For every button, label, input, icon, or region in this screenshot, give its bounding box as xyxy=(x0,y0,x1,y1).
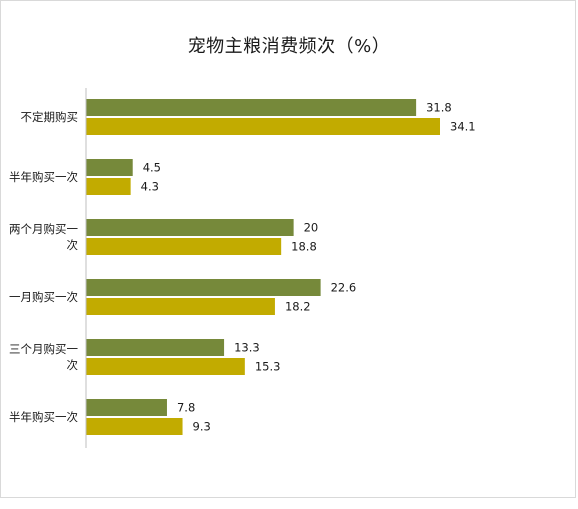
category-label-5-line2: 次 xyxy=(67,358,79,372)
data-label-series2-cat3: 18.8 xyxy=(291,240,317,254)
bar-series2-cat3 xyxy=(86,238,282,255)
category-label-2: 半年购买一次 xyxy=(9,170,78,184)
bar-series1-cat3 xyxy=(86,219,294,236)
data-label-series2-cat2: 4.3 xyxy=(141,180,159,194)
data-label-series1-cat1: 31.8 xyxy=(426,101,452,115)
data-label-series1-cat3: 20 xyxy=(304,221,319,235)
data-labels-layer: 31.8 34.1 4.5 4.3 20 18.8 22.6 18.2 13.3 15.3 7.8 9… xyxy=(141,101,476,434)
data-label-series2-cat6: 9.3 xyxy=(193,420,211,434)
data-label-series1-cat4: 22.6 xyxy=(331,281,357,295)
category-label-3-line1: 两个月购买一 xyxy=(9,222,78,236)
category-label-4: 一月购买一次 xyxy=(9,290,78,304)
bar-series1-cat1 xyxy=(86,99,417,116)
bar-series2-cat1 xyxy=(86,118,440,135)
bar-series1-cat4 xyxy=(86,279,321,296)
data-label-series2-cat5: 15.3 xyxy=(255,360,281,374)
bar-series2-cat5 xyxy=(86,358,245,375)
bar-series1-cat6 xyxy=(86,399,167,416)
category-label-6: 半年购买一次 xyxy=(9,410,78,424)
data-label-series1-cat2: 4.5 xyxy=(143,161,161,175)
bar-series1-cat5 xyxy=(86,339,225,356)
bar-series2-cat4 xyxy=(86,298,275,315)
data-label-series2-cat1: 34.1 xyxy=(450,120,476,134)
category-label-1: 不定期购买 xyxy=(21,110,79,124)
data-label-series1-cat6: 7.8 xyxy=(177,401,195,415)
category-label-5-line1: 三个月购买一 xyxy=(9,342,78,356)
chart-title: 宠物主粮消费频次（%） xyxy=(187,36,391,57)
bars-layer xyxy=(86,99,440,435)
data-label-series1-cat5: 13.3 xyxy=(234,341,260,355)
bar-series1-cat2 xyxy=(86,159,133,176)
bar-series2-cat2 xyxy=(86,178,131,195)
category-label-3-line2: 次 xyxy=(67,238,79,252)
data-label-series2-cat4: 18.2 xyxy=(285,300,311,314)
bar-series2-cat6 xyxy=(86,418,183,435)
